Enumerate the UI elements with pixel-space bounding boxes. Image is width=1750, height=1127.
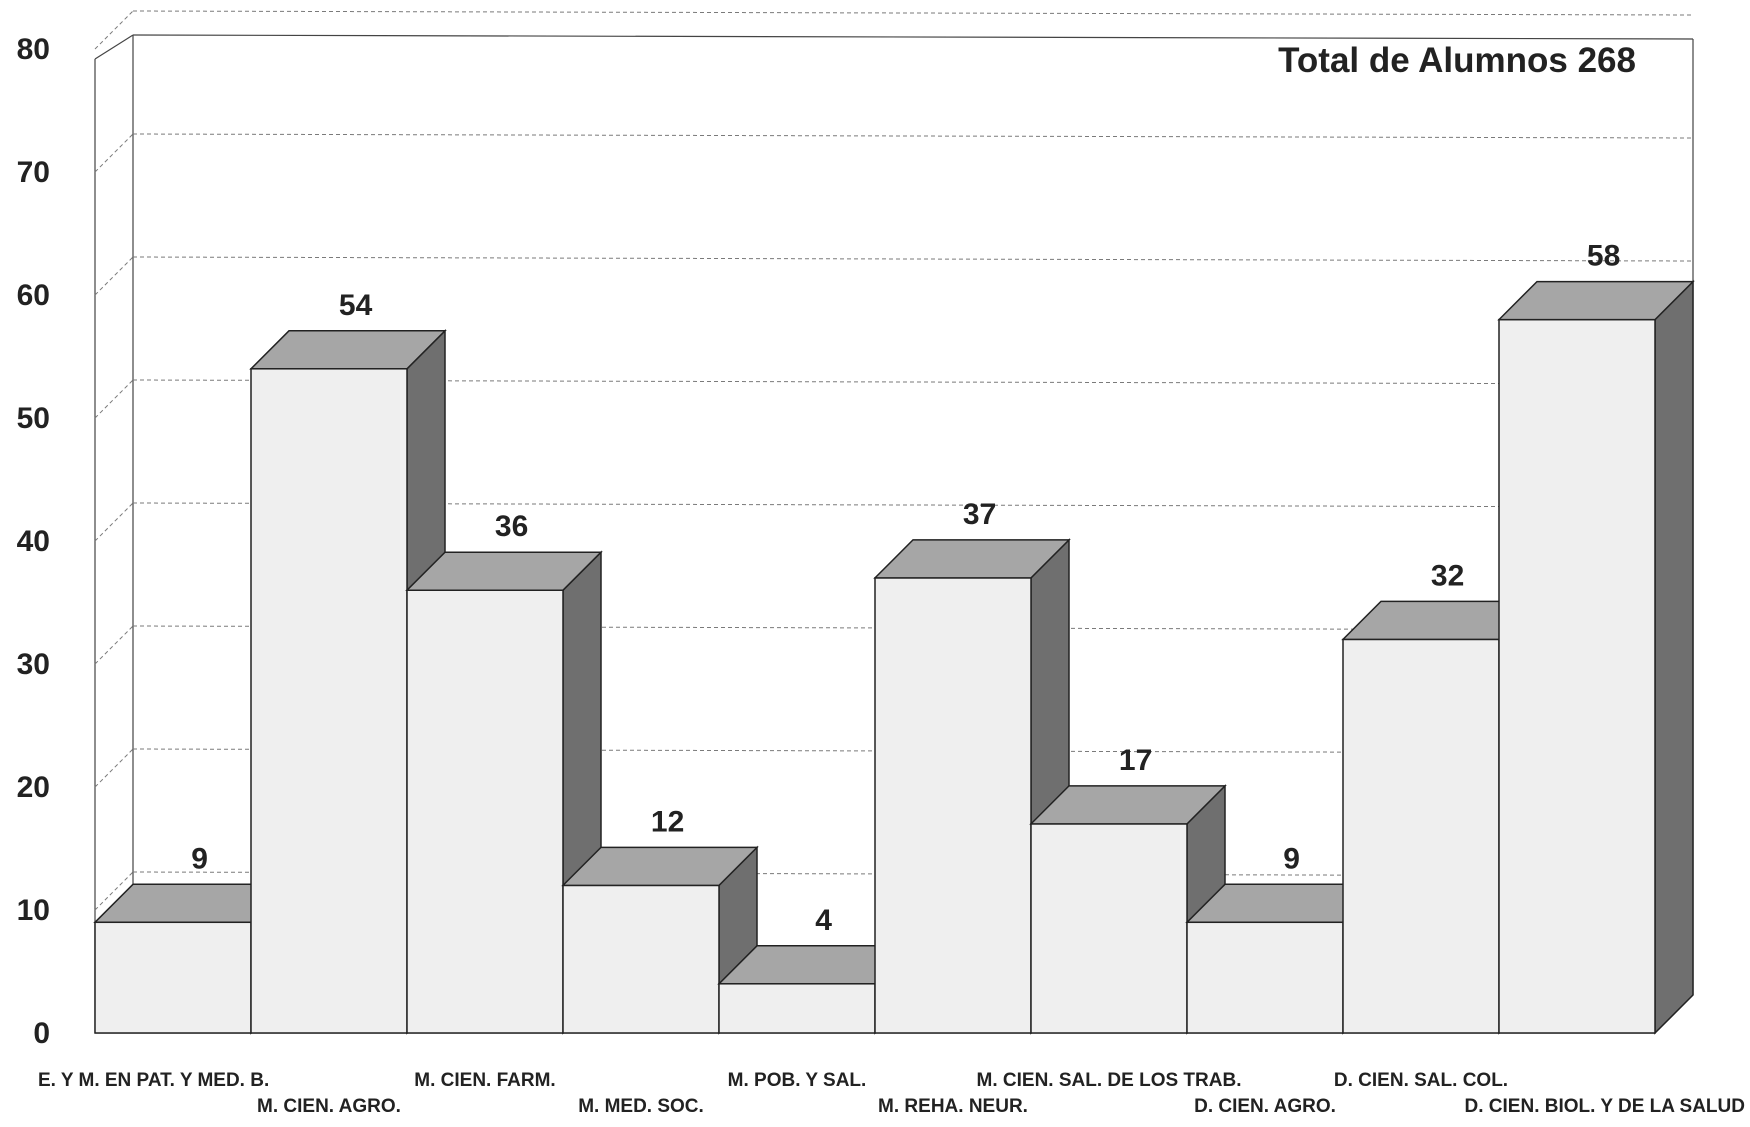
bar-top xyxy=(873,539,1071,579)
bar-top xyxy=(1497,280,1695,321)
gridline xyxy=(132,256,1694,262)
data-label: 32 xyxy=(1431,559,1464,592)
bar xyxy=(1498,318,1656,1034)
y-tick-label: 50 xyxy=(17,402,50,435)
bars xyxy=(93,279,1695,1035)
bar-6 xyxy=(1029,784,1227,1035)
y-tick-label: 70 xyxy=(17,156,50,189)
gridline-side xyxy=(94,871,134,911)
x-tick-label: E. Y M. EN PAT. Y MED. B. xyxy=(38,1070,269,1091)
gridline-side xyxy=(94,10,134,50)
bar xyxy=(1186,921,1344,1034)
chart-title: Total de Alumnos 268 xyxy=(1278,41,1636,80)
data-label: 54 xyxy=(339,289,373,322)
y-tick-label: 60 xyxy=(17,279,50,312)
x-tick-label: D. CIEN. AGRO. xyxy=(1194,1096,1336,1117)
data-label: 9 xyxy=(1283,842,1300,875)
bar-side xyxy=(1654,279,1694,1035)
x-tick-label: M. CIEN. AGRO. xyxy=(257,1096,401,1117)
wall-top-edge xyxy=(132,34,1694,40)
x-tick-label: M. CIEN. FARM. xyxy=(414,1070,555,1091)
bar-top xyxy=(1029,785,1227,825)
y-tick-label: 40 xyxy=(17,525,50,558)
y-tick-label: 20 xyxy=(17,771,50,804)
bar xyxy=(874,577,1032,1034)
y-axis-ticks: 0 10 20 30 40 50 60 70 80 xyxy=(17,33,50,1050)
gridline-side xyxy=(94,256,134,296)
data-label: 4 xyxy=(815,904,832,937)
gridline xyxy=(132,133,1694,139)
data-label: 12 xyxy=(651,805,684,838)
bar-4 xyxy=(717,943,915,1035)
data-label: 37 xyxy=(963,498,996,531)
bar-top xyxy=(561,846,759,887)
gridline-side xyxy=(94,502,134,542)
x-tick-label: M. MED. SOC. xyxy=(578,1096,704,1117)
data-label: 36 xyxy=(495,510,528,543)
bar-9 xyxy=(1497,279,1695,1035)
bar-2 xyxy=(405,550,603,1035)
data-label: 17 xyxy=(1119,744,1152,777)
data-labels: 9 54 36 12 4 37 17 9 32 58 xyxy=(191,240,1620,937)
x-tick-label: M. POB. Y SAL. xyxy=(728,1070,867,1091)
y-tick-label: 0 xyxy=(33,1017,50,1050)
x-axis-ticks: E. Y M. EN PAT. Y MED. B. M. CIEN. AGRO. M… xyxy=(38,1070,1745,1117)
bar-top xyxy=(249,330,447,370)
bar xyxy=(406,589,564,1034)
gridline-side xyxy=(94,133,134,173)
bar xyxy=(250,368,408,1034)
gridline-side xyxy=(94,748,134,788)
x-tick-label: M. REHA. NEUR. xyxy=(878,1096,1028,1117)
x-tick-label: D. CIEN. SAL. COL. xyxy=(1334,1070,1508,1091)
y-tick-label: 30 xyxy=(17,648,50,681)
x-tick-label: M. CIEN. SAL. DE LOS TRAB. xyxy=(977,1070,1242,1091)
bar xyxy=(718,983,876,1034)
y-tick-label: 80 xyxy=(17,33,50,66)
bar xyxy=(1030,823,1188,1034)
bar-top xyxy=(405,551,603,591)
bar xyxy=(94,921,252,1034)
y-tick-label: 10 xyxy=(17,894,50,927)
wall-top-left-edge xyxy=(94,34,134,60)
data-label: 9 xyxy=(191,842,208,875)
bar xyxy=(562,884,720,1034)
gridline-side xyxy=(94,625,134,665)
bar-5 xyxy=(873,538,1071,1035)
bar xyxy=(1342,638,1500,1034)
gridline xyxy=(132,10,1694,16)
gridline-side xyxy=(94,379,134,419)
x-tick-label: D. CIEN. BIOL. Y DE LA SALUD xyxy=(1465,1096,1745,1117)
data-label: 58 xyxy=(1587,240,1620,273)
